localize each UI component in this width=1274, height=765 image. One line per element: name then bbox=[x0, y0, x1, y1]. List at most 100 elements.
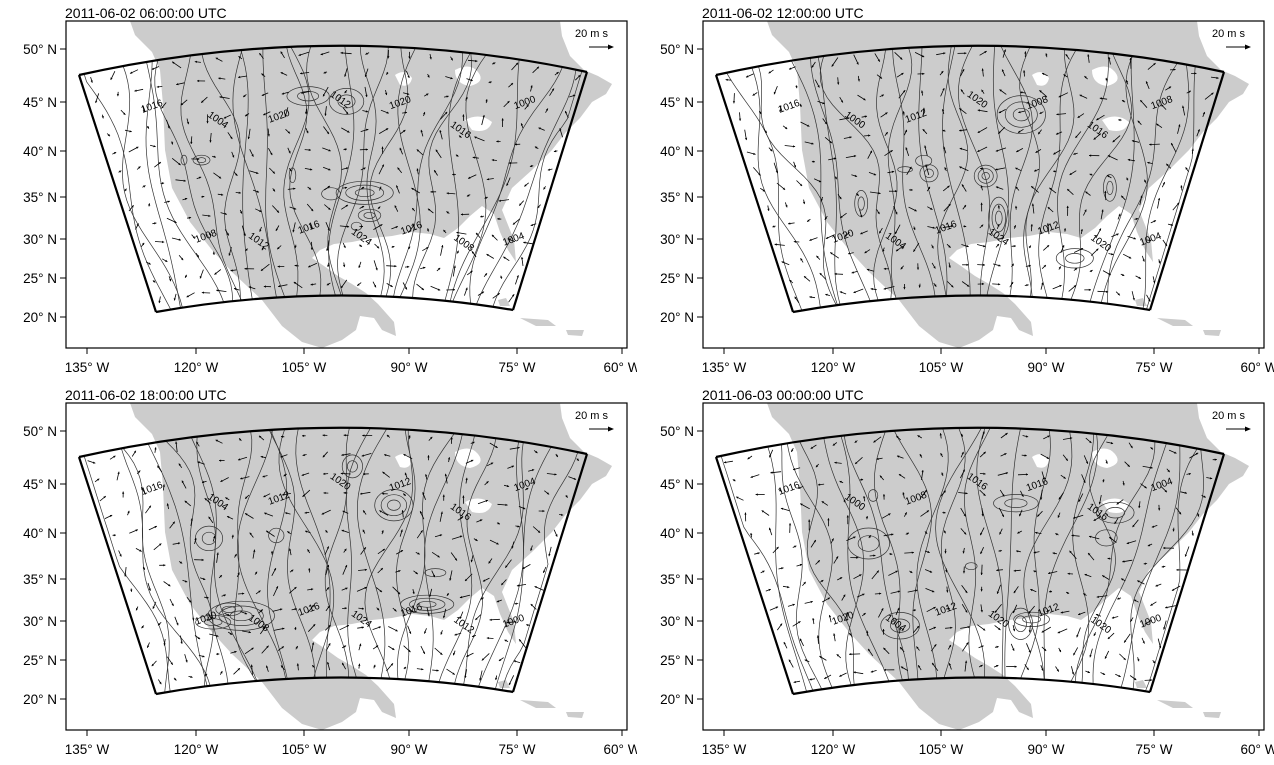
wind-arrow-head bbox=[941, 71, 944, 74]
wind-arrow-head bbox=[276, 210, 279, 213]
isobar-cell bbox=[222, 605, 236, 613]
wind-arrow-head bbox=[1173, 68, 1176, 71]
wind-arrow-head bbox=[732, 101, 736, 104]
wind-arrow-head bbox=[824, 121, 827, 125]
wind-arrow-head bbox=[791, 449, 794, 452]
wind-arrow-head bbox=[921, 90, 924, 93]
isobar-line bbox=[475, 69, 577, 305]
wind-arrow-head bbox=[293, 187, 296, 190]
island bbox=[498, 298, 510, 306]
wind-arrow-head bbox=[1197, 514, 1200, 517]
wind-arrow-head bbox=[1105, 461, 1108, 464]
wind-arrow-head bbox=[379, 589, 382, 593]
wind-arrow-head bbox=[804, 659, 808, 662]
wind-arrow-head bbox=[450, 58, 453, 61]
wind-arrow-head bbox=[238, 75, 241, 79]
wind-arrow-head bbox=[999, 89, 1002, 92]
map-layers: 1016102010001004101210161020102410081012… bbox=[725, 21, 1249, 348]
wind-arrow-head bbox=[554, 473, 557, 476]
wind-arrow-head bbox=[1121, 273, 1125, 276]
isobar-cell bbox=[1055, 248, 1094, 269]
isobar-line bbox=[396, 429, 416, 680]
wind-arrow-head bbox=[854, 440, 857, 443]
wind-arrow-head bbox=[133, 450, 136, 454]
wind-arrow-head bbox=[227, 516, 230, 519]
wind-arrow-head bbox=[445, 111, 448, 115]
wind-arrow-head bbox=[1057, 631, 1061, 634]
wind-arrow-head bbox=[1046, 456, 1049, 459]
wind-arrow-head bbox=[878, 192, 881, 195]
wind-arrow-head bbox=[902, 492, 905, 495]
wind-arrow-head bbox=[166, 503, 169, 506]
wind-arrow-head bbox=[1171, 143, 1174, 146]
wind-arrow-head bbox=[879, 76, 882, 79]
wind-arrow-head bbox=[344, 148, 347, 151]
isobar-line bbox=[412, 52, 472, 299]
wind-arrow-head bbox=[877, 211, 880, 215]
wind-arrow-head bbox=[343, 491, 346, 495]
wind-arrow-head bbox=[900, 57, 903, 60]
wind-arrow-head bbox=[995, 149, 999, 152]
wind-arrow-head bbox=[1132, 524, 1135, 528]
wind-arrow-head bbox=[998, 549, 1001, 552]
wind-arrow-head bbox=[1153, 63, 1156, 66]
wind-arrow-head bbox=[929, 570, 933, 573]
wind-arrow-head bbox=[1046, 245, 1050, 248]
wind-arrow-head bbox=[1142, 641, 1145, 644]
island bbox=[1157, 318, 1193, 326]
wind-arrow-head bbox=[839, 674, 842, 677]
wind-arrow-head bbox=[1030, 224, 1033, 227]
wind-arrow-head bbox=[896, 249, 899, 252]
wind-arrow-head bbox=[807, 219, 810, 222]
wind-arrow-head bbox=[489, 618, 492, 621]
wind-arrow-head bbox=[302, 434, 305, 437]
wind-arrow-head bbox=[530, 604, 533, 607]
isobar-line bbox=[840, 435, 890, 682]
wind-arrow-head bbox=[1202, 112, 1205, 115]
wind-arrow-head bbox=[873, 554, 876, 557]
wind-arrow-head bbox=[342, 662, 345, 666]
wind-arrow-head bbox=[750, 533, 753, 536]
wind-arrow-head bbox=[250, 664, 253, 667]
wind-arrow-head bbox=[1129, 58, 1132, 61]
wind-arrow-head bbox=[507, 101, 510, 104]
wind-arrow-head bbox=[400, 550, 403, 553]
wind-arrow-head bbox=[340, 472, 343, 475]
wind-arrow-head bbox=[390, 663, 393, 666]
wind-arrow-head bbox=[1011, 263, 1014, 267]
wind-arrow-head bbox=[736, 496, 739, 499]
lat-label: 25° N bbox=[660, 271, 694, 286]
wind-arrow-head bbox=[496, 600, 500, 603]
wind-arrow-head bbox=[827, 597, 830, 600]
wind-arrow-head bbox=[542, 509, 545, 513]
wind-arrow-head bbox=[341, 285, 344, 289]
wind-arrow-head bbox=[143, 185, 146, 188]
wind-arrow-head bbox=[1164, 243, 1167, 247]
wind-arrow-head bbox=[948, 203, 951, 207]
wind-arrow-head bbox=[401, 510, 404, 513]
isobar-cell bbox=[424, 568, 447, 578]
wind-arrow-head bbox=[202, 577, 206, 580]
lat-label: 50° N bbox=[660, 424, 694, 439]
wind-arrow-head bbox=[1130, 619, 1133, 622]
lat-label: 30° N bbox=[23, 614, 57, 629]
wind-arrow-head bbox=[799, 563, 803, 567]
wind-arrow-head bbox=[209, 140, 212, 143]
wind-arrow-head bbox=[856, 62, 859, 65]
wind-arrow-head bbox=[799, 638, 802, 641]
isobar-cell bbox=[1105, 507, 1126, 519]
wind-arrow-head bbox=[773, 91, 776, 95]
wind-arrow-head bbox=[308, 265, 311, 268]
wind-arrow-head bbox=[427, 208, 431, 211]
vector-legend-arrow-head bbox=[1245, 44, 1251, 50]
wind-arrow-head bbox=[744, 137, 748, 141]
isobar-cell bbox=[400, 594, 455, 614]
wind-arrow-head bbox=[470, 79, 473, 82]
wind-arrow-head bbox=[287, 531, 290, 534]
wind-arrow-head bbox=[980, 610, 983, 613]
wind-arrow-head bbox=[940, 453, 943, 456]
wind-arrow-head bbox=[277, 246, 280, 250]
wind-arrow-head bbox=[876, 457, 879, 460]
wind-arrow-head bbox=[965, 610, 968, 613]
wind-arrow-head bbox=[530, 85, 533, 88]
